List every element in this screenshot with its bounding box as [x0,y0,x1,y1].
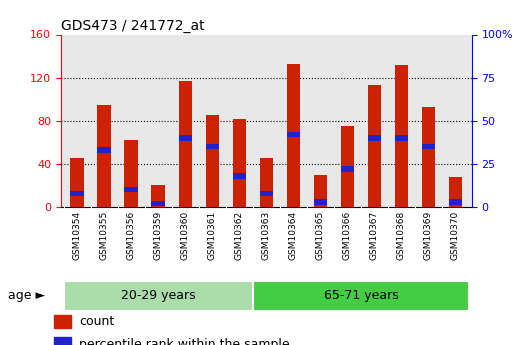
Bar [70,190,84,196]
Bar [314,175,327,207]
Text: 20-29 years: 20-29 years [121,289,196,302]
Bar [368,135,381,141]
Bar [395,65,408,207]
Bar [233,119,246,207]
Bar [260,190,273,196]
Bar [70,158,84,207]
Bar [152,201,165,206]
Text: age ►: age ► [8,289,45,302]
Text: GSM10360: GSM10360 [181,211,190,260]
Text: GSM10367: GSM10367 [370,211,379,260]
Bar [368,85,381,207]
Text: GSM10359: GSM10359 [154,211,163,260]
Text: GSM10354: GSM10354 [73,211,82,260]
Bar [55,337,71,345]
Bar [287,132,300,137]
Text: GSM10365: GSM10365 [316,211,325,260]
Bar [179,81,192,207]
Text: GSM10369: GSM10369 [424,211,433,260]
Text: GSM10356: GSM10356 [127,211,136,260]
Bar [395,135,408,141]
Bar [55,315,71,328]
Bar [253,281,469,310]
Bar [152,186,165,207]
Text: GSM10362: GSM10362 [235,211,244,260]
Text: count: count [79,315,114,328]
Bar [64,281,253,310]
Bar [98,105,111,207]
Text: 65-71 years: 65-71 years [323,289,398,302]
Bar [125,140,138,207]
Bar [206,144,219,149]
Text: GSM10355: GSM10355 [100,211,109,260]
Bar [260,158,273,207]
Bar [125,187,138,193]
Bar [422,107,435,207]
Bar [179,135,192,141]
Bar [287,63,300,207]
Bar [314,199,327,205]
Bar [233,173,246,179]
Text: GSM10366: GSM10366 [343,211,352,260]
Bar [206,115,219,207]
Text: GDS473 / 241772_at: GDS473 / 241772_at [61,19,205,33]
Text: GSM10361: GSM10361 [208,211,217,260]
Text: GSM10370: GSM10370 [451,211,460,260]
Bar [98,147,111,153]
Text: GSM10368: GSM10368 [397,211,406,260]
Text: GSM10363: GSM10363 [262,211,271,260]
Bar [449,177,462,207]
Text: GSM10364: GSM10364 [289,211,298,260]
Text: percentile rank within the sample: percentile rank within the sample [79,338,290,345]
Bar [449,199,462,205]
Bar [341,126,354,207]
Bar [422,144,435,149]
Bar [341,166,354,172]
